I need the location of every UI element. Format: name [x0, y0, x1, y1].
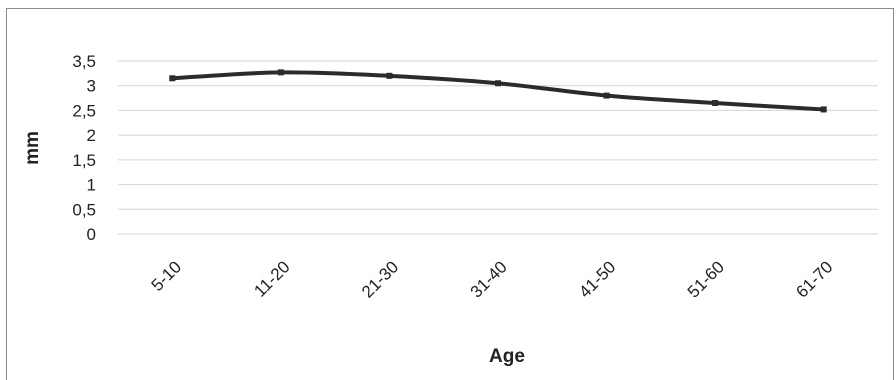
x-tick-label: 31-40 — [467, 257, 511, 301]
data-point — [277, 69, 284, 76]
y-tick-label: 3,5 — [72, 52, 96, 71]
x-axis-title: Age — [489, 346, 525, 367]
x-tick-label: 11-20 — [250, 257, 293, 300]
data-point — [386, 72, 393, 79]
data-point — [495, 80, 501, 87]
data-point — [169, 75, 176, 82]
y-tick-label: 1 — [87, 176, 96, 195]
series-line — [170, 70, 826, 112]
y-tick-label: 0 — [87, 225, 96, 244]
data-point — [820, 106, 827, 113]
x-tick-label: 61-70 — [792, 257, 836, 301]
x-tick-label: 41-50 — [575, 257, 619, 301]
x-tick-labels: 5-10 11-20 21-30 31-40 41-50 51-60 61-70 — [148, 257, 837, 301]
gridlines — [118, 60, 878, 235]
x-tick-label: 21-30 — [358, 257, 402, 301]
y-axis-title: mm — [22, 131, 43, 165]
x-tick-label: 51-60 — [684, 257, 728, 301]
data-series — [169, 69, 827, 113]
x-tick-label: 5-10 — [148, 257, 185, 294]
y-tick-label: 0,5 — [72, 200, 96, 219]
chart-frame — [6, 8, 894, 380]
y-tick-label: 1,5 — [72, 151, 96, 170]
y-tick-labels: 0 0,5 1 1,5 2 2,5 3 3,5 — [72, 52, 96, 244]
y-tick-label: 3 — [87, 77, 96, 96]
data-point — [603, 92, 610, 99]
y-tick-label: 2 — [87, 126, 96, 145]
y-tick-label: 2,5 — [72, 101, 96, 120]
data-point — [712, 100, 719, 107]
